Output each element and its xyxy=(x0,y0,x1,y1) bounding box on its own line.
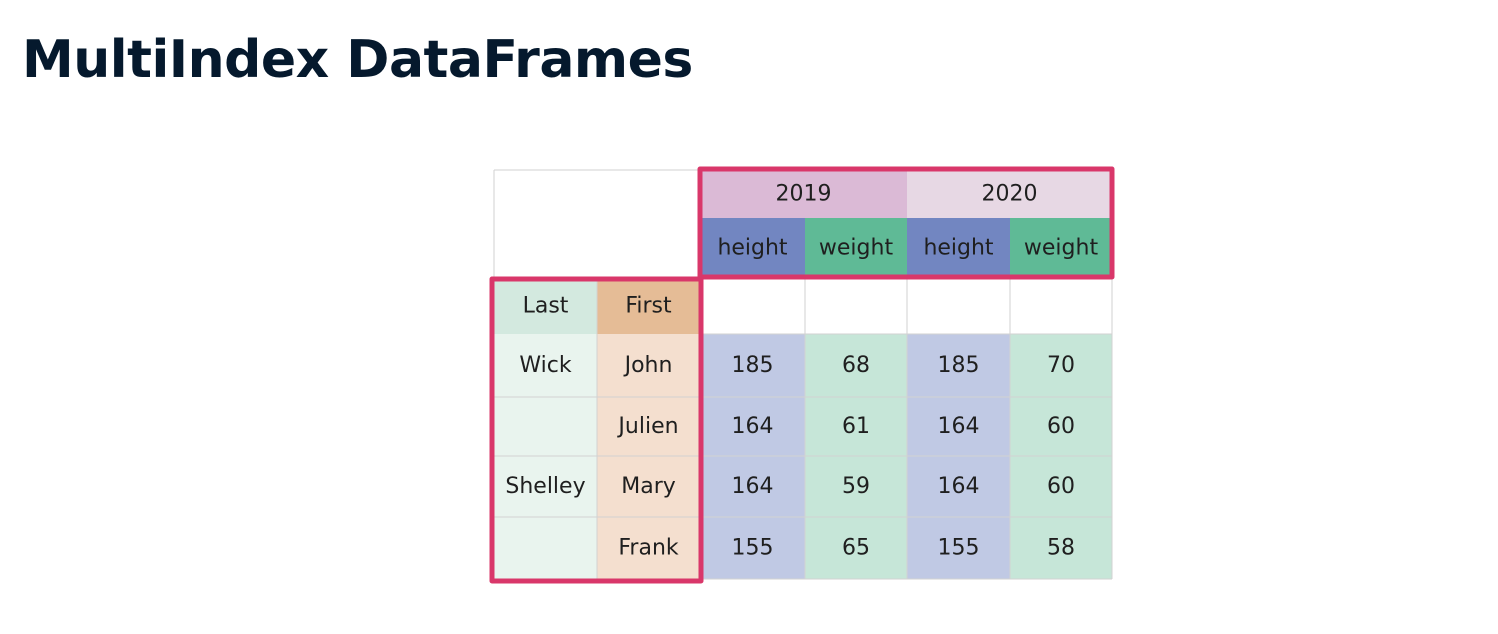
index-last-cell xyxy=(494,517,597,579)
value-label: 59 xyxy=(842,474,870,499)
row-index-highlight xyxy=(489,276,704,584)
index-last-cell xyxy=(494,456,597,517)
value-cell-weight xyxy=(805,397,907,456)
page-title: MultiIndex DataFrames xyxy=(22,30,693,90)
index-first-label: Mary xyxy=(621,474,676,499)
value-cell-weight xyxy=(1010,334,1112,397)
value-cell-height xyxy=(907,397,1010,456)
index-first-label: Julien xyxy=(616,414,678,439)
year-label: 2019 xyxy=(776,182,832,207)
measure-header-height xyxy=(700,218,805,278)
value-label: 65 xyxy=(842,536,870,561)
value-label: 164 xyxy=(938,474,980,499)
measure-header-height xyxy=(907,218,1010,278)
empty-corner xyxy=(494,170,700,278)
value-label: 155 xyxy=(938,536,980,561)
value-cell-weight xyxy=(805,334,907,397)
index-first-label: John xyxy=(623,353,673,378)
value-cell-weight xyxy=(1010,517,1112,579)
index-name-label: First xyxy=(625,294,672,319)
value-cell-weight xyxy=(1010,397,1112,456)
measure-label: height xyxy=(923,236,993,261)
value-label: 58 xyxy=(1047,536,1075,561)
measure-header-weight xyxy=(805,218,907,278)
index-first-cell xyxy=(597,334,700,397)
index-last-label: Wick xyxy=(519,353,571,378)
value-cell-height xyxy=(700,517,805,579)
index-last-cell xyxy=(494,397,597,456)
measure-label: weight xyxy=(819,236,894,261)
blank-value-header-cell xyxy=(1010,278,1112,334)
measure-label: weight xyxy=(1024,236,1099,261)
value-label: 185 xyxy=(938,353,980,378)
value-label: 164 xyxy=(938,414,980,439)
column-index-highlight xyxy=(697,166,1115,280)
index-last-cell xyxy=(494,334,597,397)
value-cell-height xyxy=(907,456,1010,517)
index-first-cell xyxy=(597,397,700,456)
index-name-label: Last xyxy=(523,294,569,319)
year-label: 2020 xyxy=(982,182,1038,207)
index-first-cell xyxy=(597,517,700,579)
value-label: 70 xyxy=(1047,353,1075,378)
value-cell-height xyxy=(700,397,805,456)
value-cell-height xyxy=(907,517,1010,579)
value-label: 185 xyxy=(732,353,774,378)
index-last-label: Shelley xyxy=(505,474,585,499)
value-label: 61 xyxy=(842,414,870,439)
value-cell-height xyxy=(700,334,805,397)
measure-label: height xyxy=(717,236,787,261)
measure-header-weight xyxy=(1010,218,1112,278)
value-label: 68 xyxy=(842,353,870,378)
blank-value-header-cell xyxy=(700,278,805,334)
index-name-last xyxy=(494,278,597,334)
blank-value-header-cell xyxy=(907,278,1010,334)
value-cell-weight xyxy=(805,456,907,517)
value-label: 155 xyxy=(732,536,774,561)
index-first-cell xyxy=(597,456,700,517)
value-label: 60 xyxy=(1047,414,1075,439)
value-label: 164 xyxy=(732,414,774,439)
value-cell-weight xyxy=(1010,456,1112,517)
value-cell-height xyxy=(907,334,1010,397)
value-cell-weight xyxy=(805,517,907,579)
value-label: 60 xyxy=(1047,474,1075,499)
year-header-2020 xyxy=(907,170,1112,218)
index-name-first xyxy=(597,278,700,334)
year-header-2019 xyxy=(700,170,907,218)
blank-value-header-cell xyxy=(805,278,907,334)
index-first-label: Frank xyxy=(618,536,679,561)
value-label: 164 xyxy=(732,474,774,499)
value-cell-height xyxy=(700,456,805,517)
